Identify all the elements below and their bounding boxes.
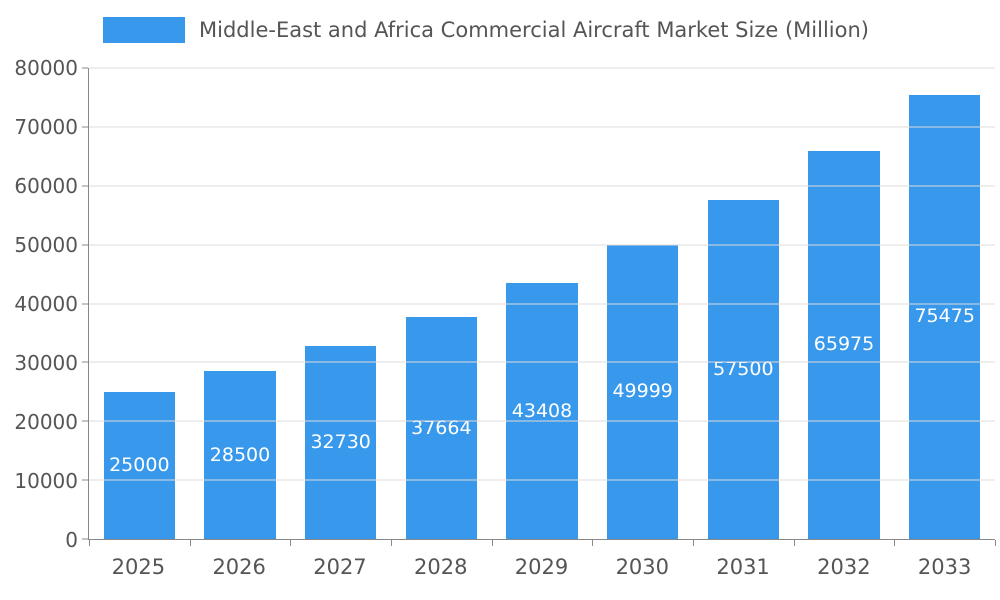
gridline: [89, 67, 995, 69]
x-axis-tick: [491, 540, 493, 546]
bar: 49999: [606, 244, 679, 539]
y-axis-tick: [82, 420, 88, 422]
bar-value-label: 43408: [511, 399, 573, 422]
gridline: [89, 126, 995, 128]
x-axis-tick-label: 2030: [615, 555, 670, 579]
y-axis-tick: [82, 126, 88, 128]
y-axis-tick-label: 30000: [14, 351, 78, 375]
y-axis-labels: 0 10000 20000 30000 40000 50000 60000 70000 8000…: [0, 58, 78, 550]
legend: Middle-East and Africa Commercial Aircra…: [103, 17, 869, 43]
bar-value-label: 32730: [310, 431, 371, 454]
y-axis-tick: [82, 303, 88, 304]
y-axis-tick-label: 0: [65, 528, 78, 552]
bars-container: 25000 28500 32730 37664 43408 49999 57500 65975…: [89, 68, 995, 539]
bar: 28500: [204, 371, 276, 539]
bar-value-label: 25000: [109, 453, 170, 476]
y-axis-tick-label: 40000: [14, 292, 78, 316]
x-axis-tick: [995, 540, 996, 546]
bar-slot: 43408: [492, 68, 593, 539]
y-axis-tick: [82, 479, 88, 481]
bar-slot: 65975: [794, 68, 895, 539]
bar: 32730: [304, 346, 377, 539]
gridline: [89, 185, 995, 187]
gridline: [89, 420, 995, 422]
bar-slot: 75475: [894, 68, 995, 539]
y-axis-tick: [82, 185, 88, 187]
x-axis-tick-label: 2033: [917, 555, 972, 579]
gridline: [89, 303, 995, 304]
bar: 65975: [808, 150, 880, 539]
y-axis-tick: [82, 538, 88, 540]
gridline: [89, 479, 995, 481]
bar-slot: 57500: [693, 68, 794, 539]
bar-value-label: 49999: [612, 380, 673, 403]
x-axis-tick-label: 2029: [514, 555, 569, 579]
x-axis-tick: [692, 540, 694, 546]
bar-slot: 49999: [592, 68, 693, 539]
x-axis-tick: [793, 540, 795, 546]
bar-slot: 28500: [190, 68, 291, 539]
bar: 75475: [908, 94, 981, 539]
y-axis-tick: [82, 244, 88, 246]
legend-swatch: [103, 17, 185, 43]
gridline: [89, 244, 995, 246]
bar: 25000: [103, 391, 176, 539]
x-axis-tick-label: 2032: [817, 555, 871, 579]
bar-slot: 37664: [391, 68, 492, 539]
x-axis-tick: [592, 540, 594, 546]
bar: 43408: [506, 283, 578, 539]
x-axis-tick: [390, 540, 392, 546]
x-axis-tick: [189, 540, 191, 546]
bar-slot: 32730: [290, 68, 391, 539]
y-axis-tick-label: 10000: [14, 469, 78, 493]
y-axis-tick-label: 80000: [14, 56, 78, 80]
bar: 37664: [405, 317, 478, 539]
x-axis-tick-label: 2028: [414, 555, 468, 579]
bar-value-label: 65975: [813, 333, 875, 356]
x-axis-tick-label: 2031: [716, 555, 770, 579]
bar-value-label: 28500: [209, 443, 271, 466]
x-axis-tick-label: 2025: [111, 555, 166, 579]
y-axis-tick-label: 60000: [14, 174, 78, 198]
bar-value-label: 37664: [411, 416, 472, 439]
y-axis-tick-label: 50000: [14, 233, 78, 257]
y-axis-tick: [82, 67, 88, 69]
x-axis-tick: [894, 540, 896, 546]
bar-value-label: 57500: [713, 358, 774, 381]
plot-area: 25000 28500 32730 37664 43408 49999 57500 65975…: [82, 67, 996, 546]
x-axis-tick: [290, 540, 292, 546]
y-axis-tick-label: 70000: [14, 115, 78, 139]
x-axis-tick: [89, 540, 90, 546]
y-axis-tick: [82, 361, 88, 363]
x-axis-tick-label: 2026: [212, 555, 266, 579]
y-axis-tick-label: 20000: [14, 410, 78, 434]
x-axis-tick-label: 2027: [313, 555, 367, 579]
x-axis-labels: 2025 2026 2027 2028 2029 2030 2031 2032 2033: [88, 552, 995, 582]
bar-value-label: 75475: [914, 305, 975, 328]
chart-title: Middle-East and Africa Commercial Aircra…: [199, 18, 869, 42]
gridline: [89, 361, 995, 363]
bar: 57500: [707, 200, 780, 539]
bar-slot: 25000: [89, 68, 190, 539]
